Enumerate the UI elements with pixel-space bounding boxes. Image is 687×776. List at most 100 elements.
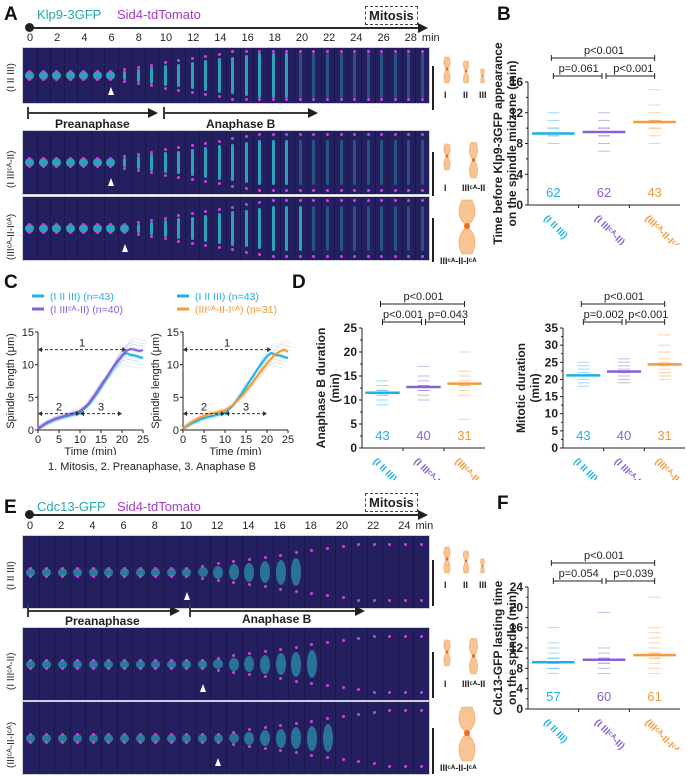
spb-dot: [326, 683, 329, 687]
kymo-frame: [199, 131, 214, 194]
chromosome-diagram-row1: [443, 546, 485, 574]
spb-dot: [357, 542, 361, 546]
spb-dot: [190, 241, 194, 245]
kymo-frame: [64, 131, 79, 194]
spindle-signal: [312, 206, 316, 251]
y-axis-label: Anaphase B duration: [314, 328, 328, 449]
spb-dot: [285, 133, 289, 136]
spb-dot: [217, 182, 221, 186]
category-label: (I II III): [370, 456, 398, 480]
spb-dot: [82, 231, 86, 234]
y-tick-label: 0: [350, 441, 357, 455]
kymo-frame: [307, 197, 322, 260]
spb-dot: [216, 578, 220, 582]
spb-dot: [123, 80, 126, 83]
preanaphase-arrow-icon: [170, 606, 180, 616]
n-label: 40: [617, 428, 631, 443]
kymo-frame: [304, 536, 321, 608]
individual-trace: [37, 338, 148, 427]
spindle-signal: [52, 158, 62, 167]
individual-trace: [37, 359, 139, 431]
spb-dot: [154, 666, 158, 670]
spindle-signal: [339, 206, 343, 251]
spb-dot: [372, 710, 376, 714]
individual-trace: [37, 345, 147, 428]
kymo-frame: [212, 131, 227, 194]
spindle-signal: [120, 567, 129, 577]
panel-letter-d: D: [292, 272, 306, 293]
chart-c-right: (I II III) (n=43)(IIIᶜᴬ-II-Iᶜᴬ) (n=31) 0 5…: [150, 291, 294, 455]
spb-dot: [163, 237, 167, 241]
kymo-frame: [240, 48, 255, 103]
row-label: (I II III): [6, 63, 17, 92]
spb-dot: [55, 223, 59, 226]
annotation-arrowhead-icon: [76, 411, 80, 417]
spindle-signal: [275, 653, 286, 675]
spb-dot: [372, 542, 376, 546]
kymo-frame: [131, 48, 146, 103]
spindle-signal: [217, 145, 221, 180]
n-label: 43: [375, 428, 389, 443]
kymo-frame: [39, 628, 56, 700]
kymo-frame: [294, 131, 309, 194]
spindle-signal: [41, 659, 51, 669]
spindle-signal: [38, 224, 48, 233]
anaphase-b-label: Anaphase B: [242, 612, 312, 626]
spindle-signal: [231, 56, 235, 95]
time-tick-label: 10: [179, 520, 193, 532]
mean-series-line: [182, 351, 289, 430]
y-tick-label: 24: [510, 580, 524, 594]
spb-dot: [232, 654, 236, 658]
kymo-frame: [54, 536, 71, 608]
panel-letter-e: E: [4, 497, 17, 518]
spb-dot: [185, 740, 189, 744]
spb-dot: [82, 78, 86, 81]
p-value-left: p=0.002: [584, 309, 624, 321]
kymo-frame: [307, 48, 322, 103]
time-arrow-icon: [418, 510, 428, 520]
x-tick-label: 10: [219, 434, 231, 446]
spindle-signal: [38, 158, 48, 167]
spindle-signal: [306, 650, 317, 678]
spb-dot: [407, 98, 411, 101]
spb-dot: [326, 641, 329, 645]
anaphase-onset-arrowhead-icon: [121, 244, 128, 252]
spb-dot: [393, 199, 397, 202]
kymo-frame: [402, 131, 417, 194]
spb-dot: [150, 218, 154, 222]
spb-dot: [294, 721, 298, 725]
spb-dot: [407, 199, 411, 202]
spb-dot: [388, 764, 392, 768]
kymo-frame: [101, 628, 118, 700]
spb-dot: [95, 70, 99, 73]
kymo-frame: [367, 536, 384, 608]
spb-dot: [339, 98, 343, 101]
spindle-signal: [151, 659, 161, 669]
spb-dot: [150, 235, 154, 239]
time-tick-label: 8: [135, 32, 142, 44]
kymo-frame: [321, 131, 336, 194]
category-label: (I II III): [541, 717, 569, 745]
preanaphase-line: [27, 112, 150, 114]
spindle-signal: [228, 733, 239, 743]
time-tick-label: 28: [404, 32, 417, 44]
spb-dot: [294, 645, 298, 649]
spb-dot: [44, 658, 48, 662]
kymo-frame: [23, 702, 40, 774]
spb-dot: [169, 574, 173, 578]
kymo-frame: [288, 628, 306, 700]
spb-dot: [123, 223, 126, 226]
kymo-frame: [402, 48, 417, 103]
x-tick-label: 25: [282, 434, 294, 446]
spb-dot: [136, 221, 140, 224]
spb-dot: [298, 50, 302, 53]
spb-dot: [123, 574, 126, 578]
kymo-frame: [39, 702, 56, 774]
channel-label-sid4: Sid4-tdTomato: [117, 499, 201, 514]
spb-dot: [404, 708, 408, 712]
p-value-overall: p<0.001: [403, 291, 443, 303]
spindle-signal: [166, 733, 176, 743]
spindle-signal: [52, 224, 62, 233]
spb-dot: [154, 566, 158, 570]
kymo-frame: [321, 48, 336, 103]
